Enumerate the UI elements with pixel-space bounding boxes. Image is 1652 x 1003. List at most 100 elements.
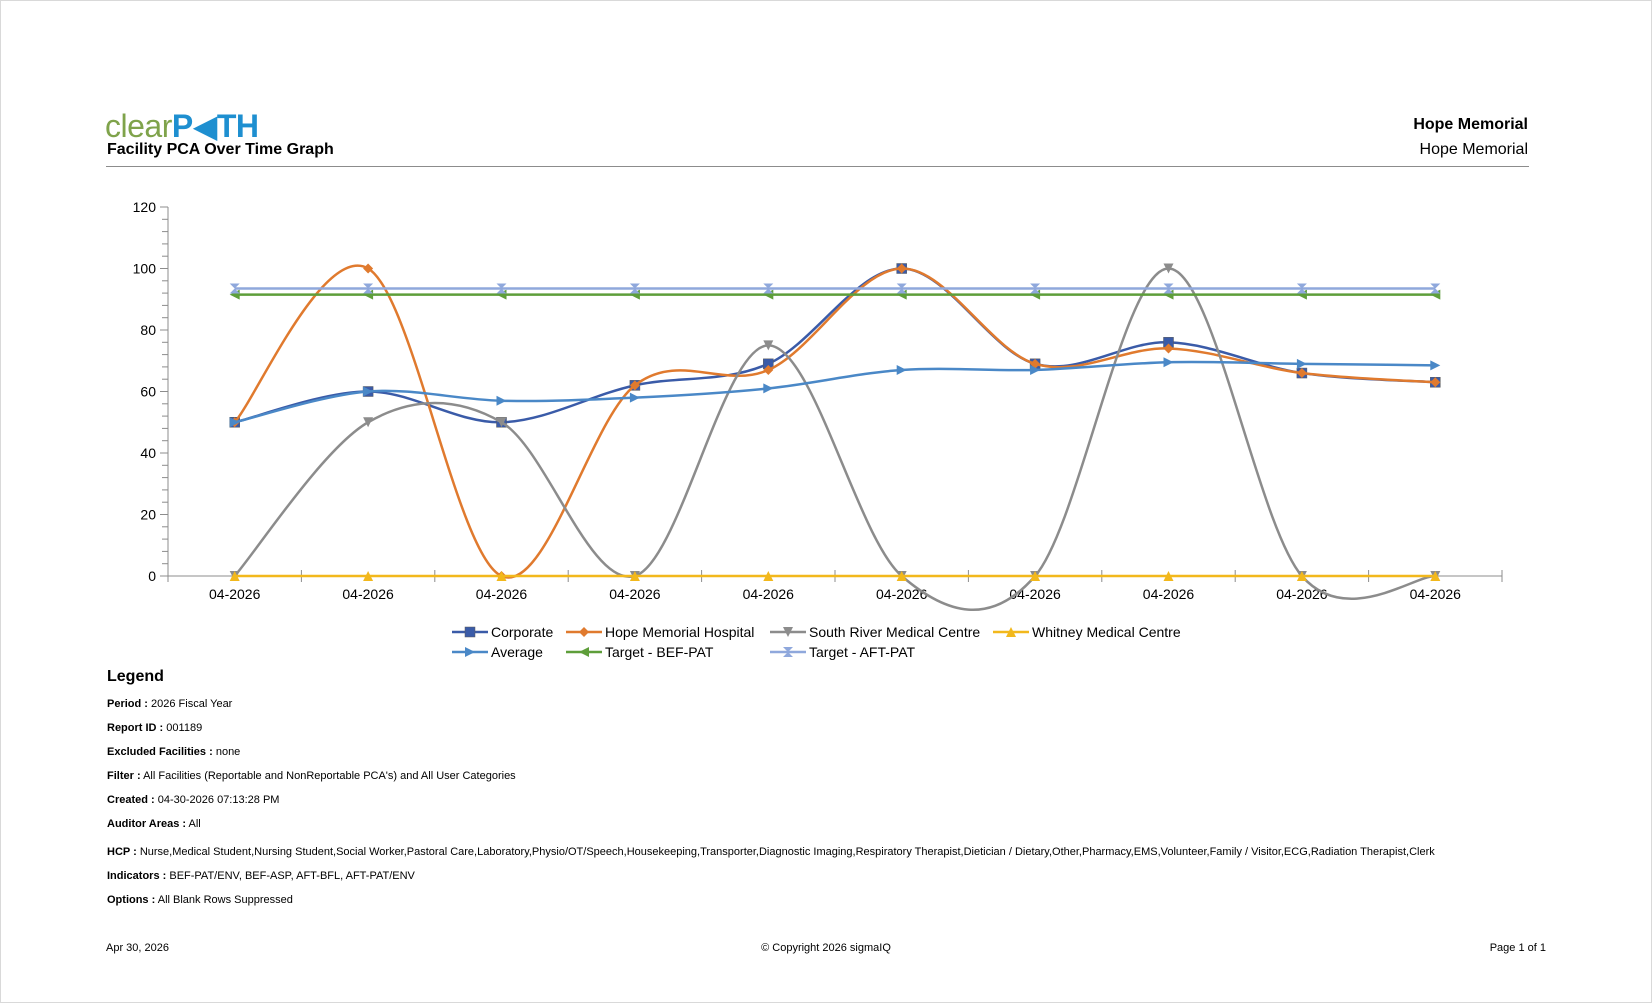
series-4-point	[1296, 358, 1307, 369]
legend-swatch-marker	[783, 647, 793, 657]
legend-swatch-marker	[465, 647, 475, 657]
header-divider	[106, 166, 1529, 167]
legend-period: Period : 2026 Fiscal Year	[107, 698, 1435, 722]
legend-filter: Filter : All Facilities (Reportable and …	[107, 770, 1435, 794]
series-3-point	[1030, 571, 1041, 581]
y-tick-label: 80	[140, 322, 156, 338]
legend-swatch-marker	[579, 647, 589, 657]
series-line-0	[234, 267, 1436, 424]
y-tick-label: 120	[133, 199, 157, 215]
series-3-point	[229, 571, 240, 581]
x-tick-label: 04-2026	[342, 586, 394, 602]
created-value: 04-30-2026 07:13:28 PM	[157, 794, 280, 806]
logo-text-clear: clear	[105, 108, 172, 144]
x-tick-label: 04-2026	[743, 586, 795, 602]
filter-value: All Facilities (Reportable and NonReport…	[143, 770, 516, 782]
series-2-point	[363, 417, 374, 428]
series-3-point	[1163, 571, 1174, 581]
y-tick-label: 40	[140, 445, 156, 461]
legend-report-id: Report ID : 001189	[107, 722, 1435, 746]
x-tick-label: 04-2026	[209, 586, 261, 602]
legend-entry-label: Corporate	[491, 624, 553, 640]
y-tick-label: 20	[140, 507, 156, 523]
x-tick-label: 04-2026	[1143, 586, 1195, 602]
series-6-point	[629, 283, 640, 294]
series-3-point	[763, 571, 774, 581]
series-6-point	[896, 283, 907, 294]
indicators-label: Indicators :	[107, 870, 167, 882]
legend-title: Legend	[107, 668, 164, 685]
legend-entry-label: South River Medical Centre	[809, 624, 980, 640]
series-4-point	[1163, 357, 1174, 368]
created-label: Created :	[107, 794, 155, 806]
series-4-point	[896, 364, 907, 375]
series-1-point	[896, 263, 907, 274]
logo-text-p: P	[171, 108, 193, 144]
series-line-4	[234, 360, 1436, 424]
report-id-label: Report ID :	[107, 722, 164, 734]
series-4-point	[1430, 360, 1441, 371]
legend-indicators: Indicators : BEF-PAT/ENV, BEF-ASP, AFT-B…	[107, 870, 1435, 894]
series-3-point	[1296, 571, 1307, 581]
series-3-point	[363, 571, 374, 581]
series-6-point	[363, 283, 374, 294]
series-6-point	[229, 283, 240, 294]
series-3-point	[1430, 571, 1441, 581]
x-tick-label: 04-2026	[609, 586, 661, 602]
series-3-point	[629, 571, 640, 581]
legend-swatch-marker	[464, 626, 476, 638]
legend-hcp: HCP : Nurse,Medical Student,Nursing Stud…	[107, 846, 1435, 870]
legend-options: Options : All Blank Rows Suppressed	[107, 894, 1435, 918]
period-value: 2026 Fiscal Year	[151, 698, 233, 710]
series-1-point	[763, 364, 774, 375]
legend-excluded: Excluded Facilities : none	[107, 746, 1435, 770]
series-2-point	[763, 340, 774, 351]
series-6-point	[496, 283, 507, 294]
series-6-point	[1296, 283, 1307, 294]
facility-name: Hope Memorial	[1419, 141, 1528, 158]
series-6-point	[1030, 283, 1041, 294]
auditor-label: Auditor Areas :	[107, 818, 187, 830]
options-label: Options :	[107, 894, 156, 906]
series-6-point	[1430, 283, 1441, 294]
footer-page-number: Page 1 of 1	[1489, 942, 1546, 954]
filter-label: Filter :	[107, 770, 141, 782]
y-tick-label: 0	[148, 568, 156, 584]
series-6-point	[1163, 283, 1174, 294]
pca-line-chart: 0 20 40 60 80 100 120 04-2026 04-2026 04-2026 04-2…	[133, 199, 1503, 660]
excluded-value: none	[215, 746, 241, 758]
report-id-value: 001189	[166, 722, 203, 734]
hcp-label: HCP :	[107, 846, 137, 858]
report-title: Facility PCA Over Time Graph	[107, 141, 334, 158]
series-line-1	[233, 264, 1436, 579]
legend-entry-label: Hope Memorial Hospital	[605, 624, 754, 640]
legend-swatch-marker	[1006, 627, 1016, 637]
legend-swatch-marker	[783, 627, 793, 637]
footer-copyright: © Copyright 2026 sigmaIQ	[761, 942, 891, 954]
series-4-point	[763, 383, 774, 394]
series-4-point	[496, 395, 507, 406]
y-tick-label: 100	[133, 261, 157, 277]
series-1-point	[1163, 343, 1174, 354]
legend-auditor: Auditor Areas : All	[107, 818, 1435, 842]
series-6-point	[763, 283, 774, 294]
indicators-value: BEF-PAT/ENV, BEF-ASP, AFT-BFL, AFT-PAT/E…	[169, 870, 415, 882]
excluded-label: Excluded Facilities :	[107, 746, 213, 758]
x-tick-label: 04-2026	[876, 586, 928, 602]
clearpath-logo: clearP◀TH	[105, 108, 259, 144]
legend-created: Created : 04-30-2026 07:13:28 PM	[107, 794, 1435, 818]
legend-entry-label: Whitney Medical Centre	[1032, 624, 1181, 640]
series-line-2	[233, 267, 1436, 611]
logo-text-th: TH	[216, 108, 259, 144]
series-1-point	[1430, 377, 1441, 388]
footer-date: Apr 30, 2026	[106, 942, 169, 954]
series-4-point	[363, 386, 374, 397]
legend-swatch-marker	[579, 627, 589, 637]
hcp-value: Nurse,Medical Student,Nursing Student,So…	[139, 846, 1435, 858]
legend-entry-label: Target - AFT-PAT	[809, 644, 916, 660]
report-legend: Legend Period : 2026 Fiscal Year Report …	[107, 668, 1435, 918]
options-value: All Blank Rows Suppressed	[157, 894, 293, 906]
series-4-point	[629, 392, 640, 403]
series-2-point	[496, 417, 507, 428]
period-label: Period :	[107, 698, 148, 710]
